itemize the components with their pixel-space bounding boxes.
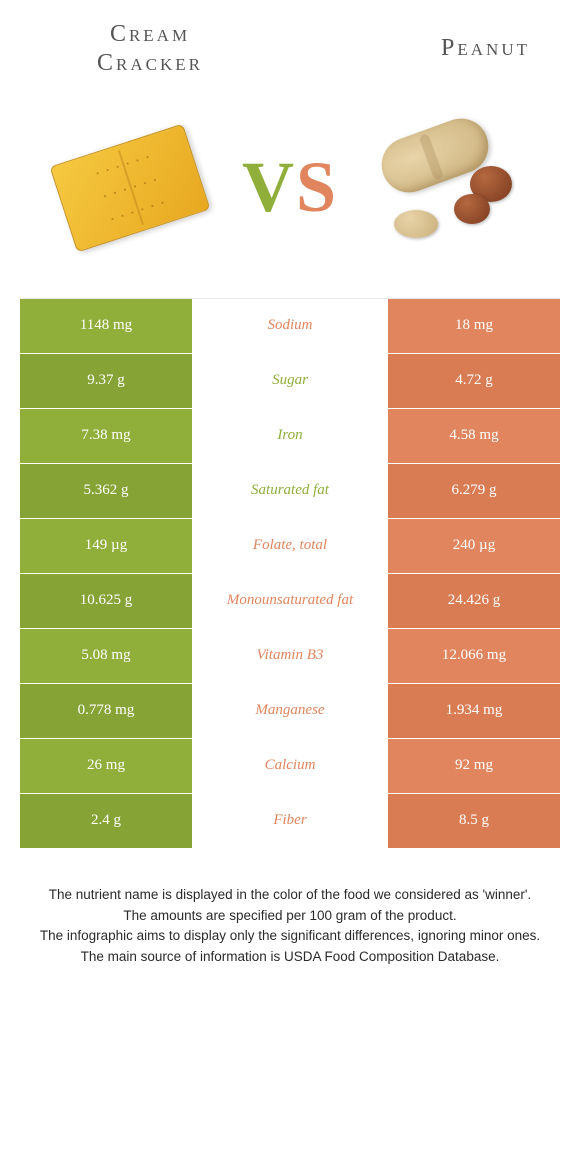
left-food-title: Cream Cracker bbox=[50, 20, 250, 78]
right-value: 240 µg bbox=[388, 519, 560, 573]
right-value: 6.279 g bbox=[388, 464, 560, 518]
left-food-image bbox=[40, 103, 220, 273]
header: Cream Cracker Peanut bbox=[0, 0, 580, 88]
right-value: 4.58 mg bbox=[388, 409, 560, 463]
footer-line-1: The nutrient name is displayed in the co… bbox=[30, 885, 550, 906]
table-row: 2.4 gFiber8.5 g bbox=[20, 794, 560, 849]
right-value: 18 mg bbox=[388, 299, 560, 353]
right-food-title: Peanut bbox=[330, 20, 530, 78]
left-value: 9.37 g bbox=[20, 354, 192, 408]
left-value: 2.4 g bbox=[20, 794, 192, 848]
table-row: 10.625 gMonounsaturated fat24.426 g bbox=[20, 574, 560, 629]
right-value: 8.5 g bbox=[388, 794, 560, 848]
right-value: 1.934 mg bbox=[388, 684, 560, 738]
table-row: 9.37 gSugar4.72 g bbox=[20, 354, 560, 409]
nutrient-label: Fiber bbox=[192, 794, 388, 848]
nutrient-label: Saturated fat bbox=[192, 464, 388, 518]
vs-s-letter: S bbox=[296, 146, 338, 229]
footer-line-4: The main source of information is USDA F… bbox=[30, 947, 550, 968]
vs-label: VS bbox=[242, 146, 338, 229]
footer-line-3: The infographic aims to display only the… bbox=[30, 926, 550, 947]
nutrient-label: Monounsaturated fat bbox=[192, 574, 388, 628]
table-row: 149 µgFolate, total240 µg bbox=[20, 519, 560, 574]
table-row: 1148 mgSodium18 mg bbox=[20, 299, 560, 354]
table-row: 0.778 mgManganese1.934 mg bbox=[20, 684, 560, 739]
right-value: 92 mg bbox=[388, 739, 560, 793]
right-value: 4.72 g bbox=[388, 354, 560, 408]
table-row: 7.38 mgIron4.58 mg bbox=[20, 409, 560, 464]
table-row: 26 mgCalcium92 mg bbox=[20, 739, 560, 794]
left-value: 5.362 g bbox=[20, 464, 192, 518]
vs-v-letter: V bbox=[242, 146, 296, 229]
right-value: 12.066 mg bbox=[388, 629, 560, 683]
nutrient-label: Iron bbox=[192, 409, 388, 463]
right-food-image bbox=[360, 103, 540, 273]
left-value: 26 mg bbox=[20, 739, 192, 793]
cracker-icon bbox=[50, 123, 211, 252]
images-row: VS bbox=[0, 88, 580, 298]
left-title-line1: Cream bbox=[110, 21, 190, 47]
left-value: 5.08 mg bbox=[20, 629, 192, 683]
nutrient-label: Sodium bbox=[192, 299, 388, 353]
nutrient-label: Manganese bbox=[192, 684, 388, 738]
footer-line-2: The amounts are specified per 100 gram o… bbox=[30, 906, 550, 927]
nutrient-label: Sugar bbox=[192, 354, 388, 408]
left-value: 10.625 g bbox=[20, 574, 192, 628]
comparison-table: 1148 mgSodium18 mg9.37 gSugar4.72 g7.38 … bbox=[20, 298, 560, 849]
table-row: 5.08 mgVitamin B312.066 mg bbox=[20, 629, 560, 684]
peanut-icon bbox=[370, 118, 530, 258]
nutrient-label: Vitamin B3 bbox=[192, 629, 388, 683]
table-row: 5.362 gSaturated fat6.279 g bbox=[20, 464, 560, 519]
footer-notes: The nutrient name is displayed in the co… bbox=[30, 885, 550, 969]
nutrient-label: Folate, total bbox=[192, 519, 388, 573]
left-value: 0.778 mg bbox=[20, 684, 192, 738]
left-title-line2: Cracker bbox=[97, 50, 203, 76]
left-value: 1148 mg bbox=[20, 299, 192, 353]
nutrient-label: Calcium bbox=[192, 739, 388, 793]
left-value: 7.38 mg bbox=[20, 409, 192, 463]
right-value: 24.426 g bbox=[388, 574, 560, 628]
left-value: 149 µg bbox=[20, 519, 192, 573]
